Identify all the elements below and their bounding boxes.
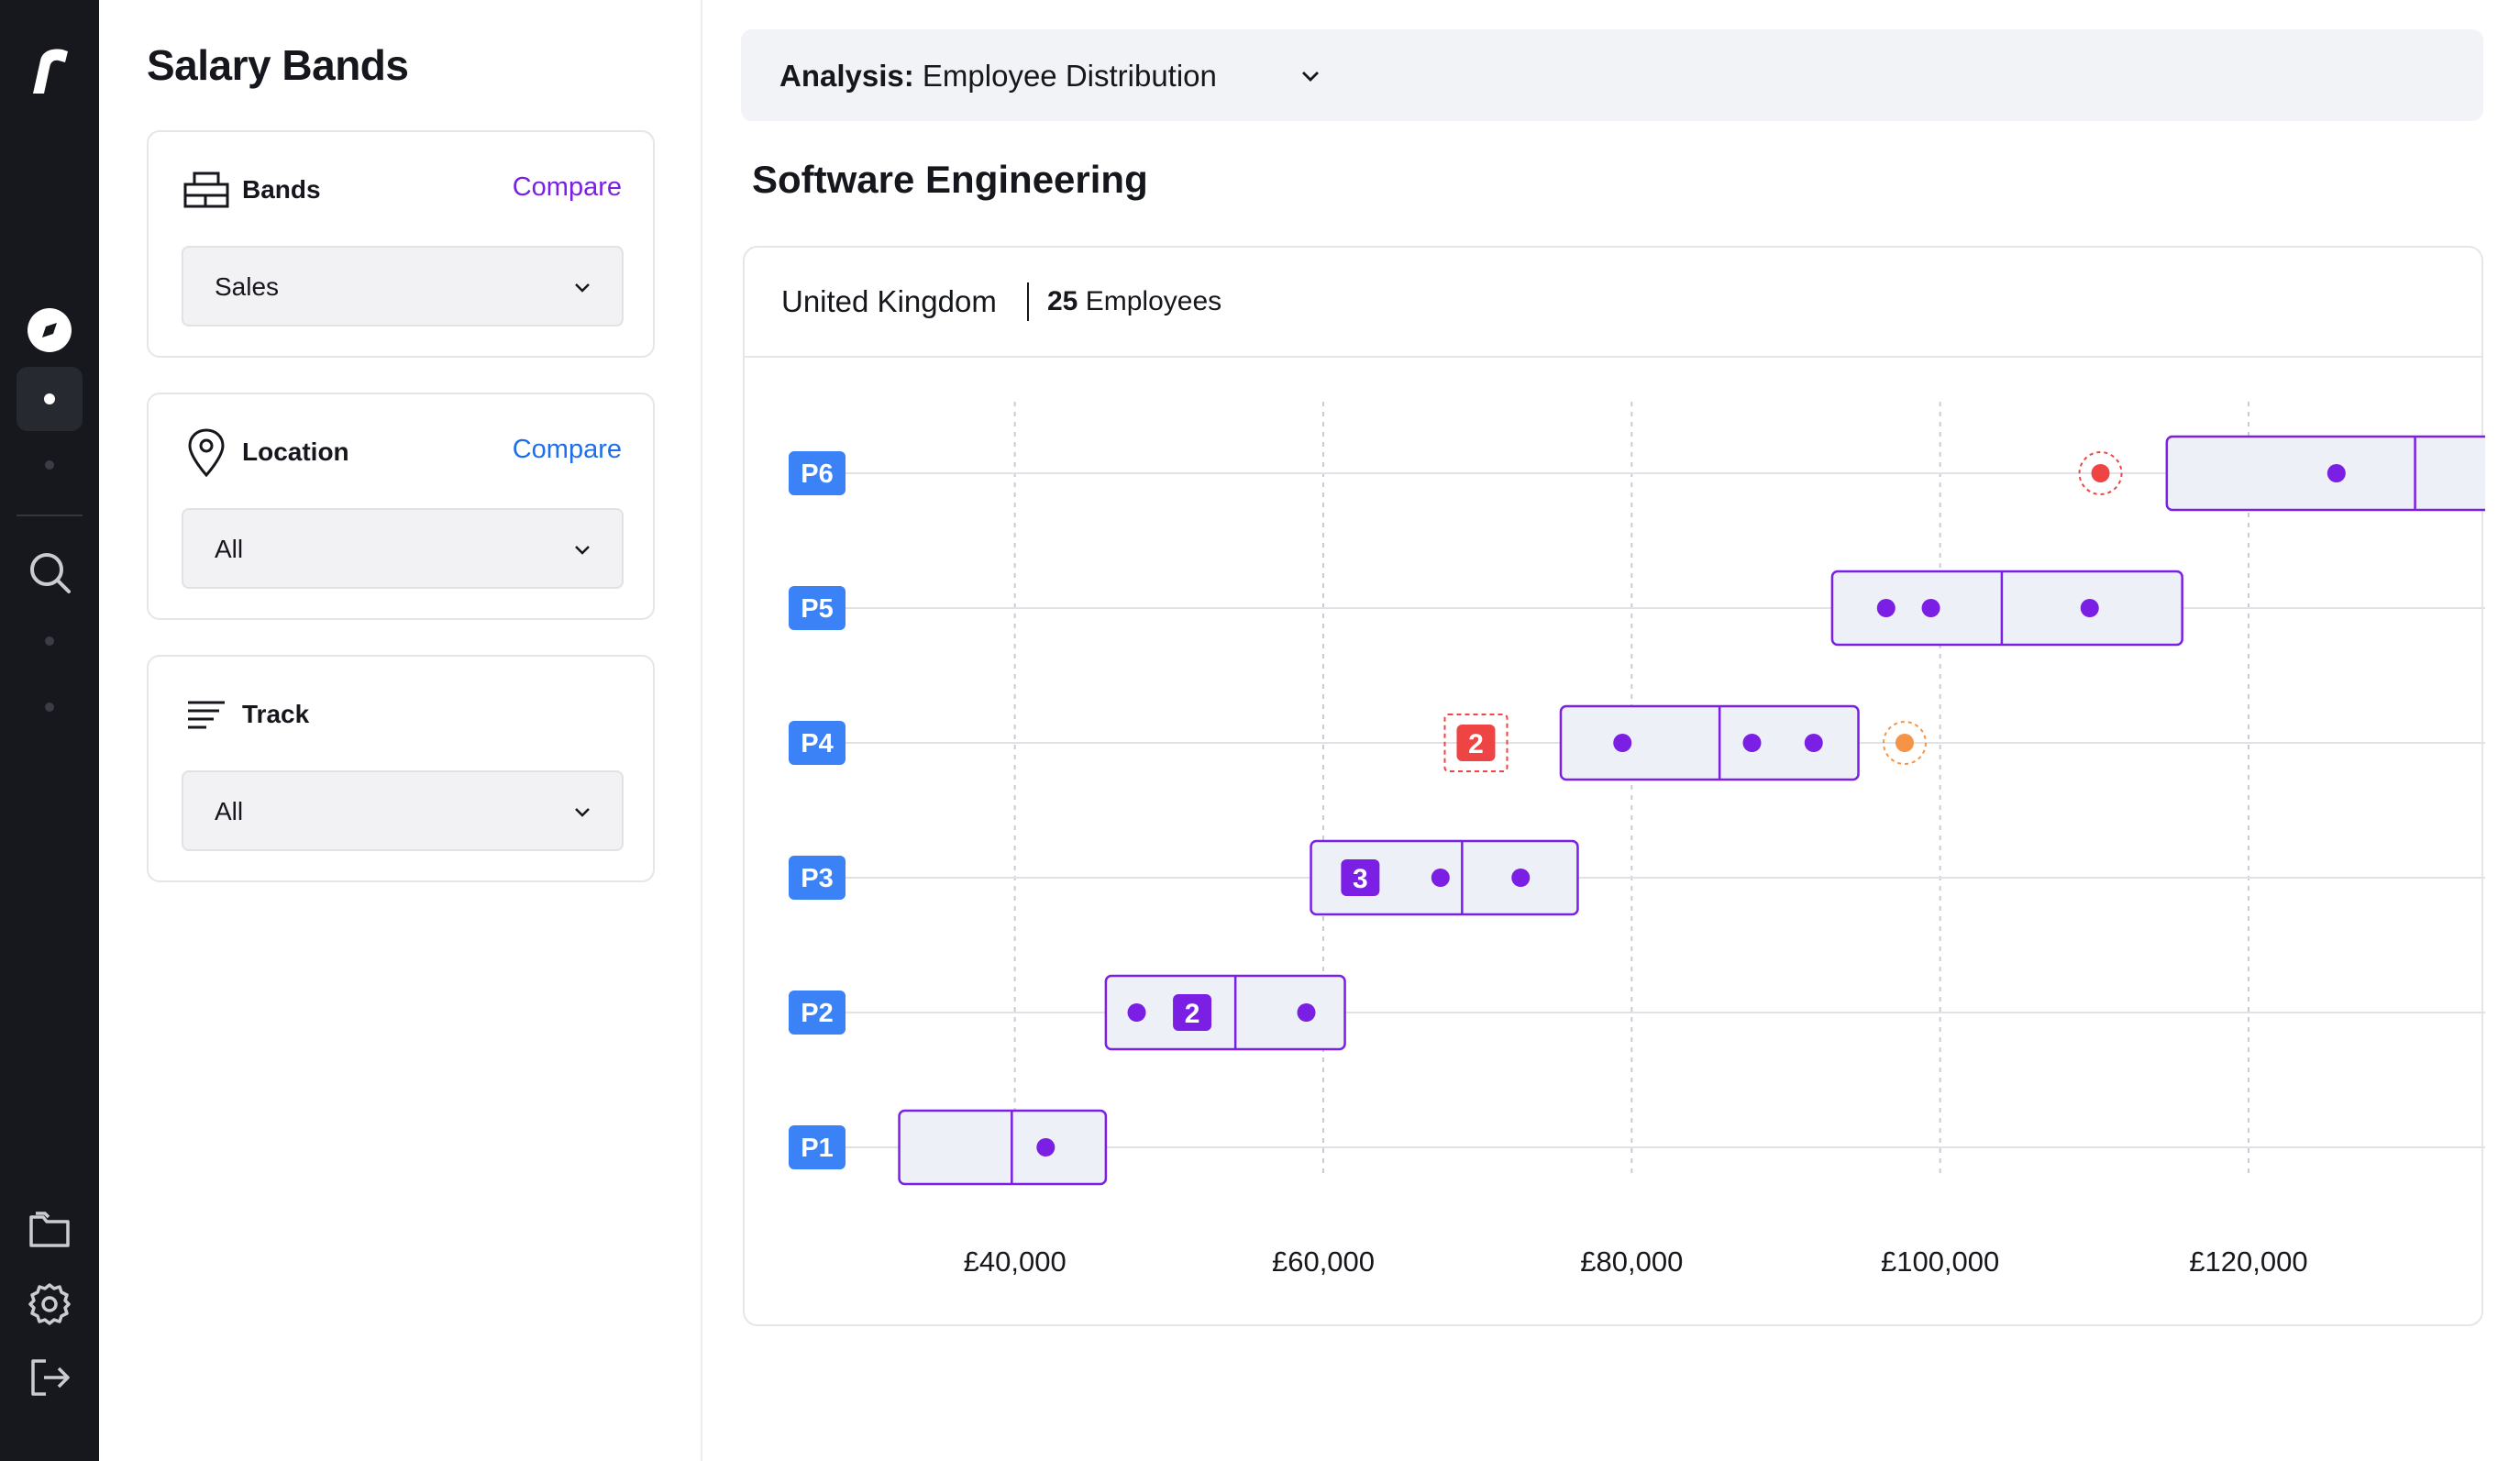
x-tick-label: £40,000	[964, 1245, 1067, 1278]
chevron-down-icon	[575, 283, 590, 293]
employee-dot	[1036, 1138, 1056, 1157]
location-filter-label: Location	[242, 437, 349, 466]
rail-divider	[17, 515, 83, 516]
count-badge[interactable]: 2	[1443, 714, 1509, 772]
analysis-dropdown[interactable]: Analysis: Employee Distribution	[741, 29, 2483, 121]
dot-icon[interactable]	[45, 703, 54, 712]
band-box	[1104, 974, 1346, 1051]
location-select-value: All	[215, 535, 244, 563]
chevron-down-icon	[575, 808, 590, 817]
employee-dot	[1127, 1003, 1146, 1022]
employee-dot	[1431, 869, 1450, 887]
folder-icon[interactable]	[22, 1201, 77, 1256]
map-pin-icon	[183, 428, 229, 477]
analysis-value: Employee Distribution	[922, 59, 1217, 93]
band-label-badge	[789, 721, 846, 765]
section-title: Software Engineering	[752, 158, 1148, 201]
count-badge-label: 2	[1185, 999, 1200, 1029]
page-title: Salary Bands	[147, 41, 409, 89]
bands-select[interactable]: Sales	[182, 246, 624, 327]
band-box	[1830, 570, 2183, 647]
band-label: P3	[801, 864, 833, 893]
employee-dot	[2080, 599, 2099, 617]
count-badge[interactable]: 3	[1341, 859, 1380, 896]
outlier-dot	[1895, 734, 1914, 752]
count-badge-label: 2	[1468, 729, 1484, 759]
chart-summary-bar: United Kingdom 25 Employees	[745, 248, 2481, 358]
band-label: P2	[801, 999, 833, 1028]
band-label-badge	[789, 586, 846, 630]
band-label-badge	[789, 451, 846, 495]
r-logo-icon[interactable]	[26, 44, 73, 95]
band-label: P4	[801, 729, 833, 758]
logout-icon[interactable]	[22, 1350, 77, 1405]
gear-icon[interactable]	[22, 1277, 77, 1332]
lines-icon	[183, 692, 229, 737]
track-filter-label: Track	[242, 700, 310, 728]
sidebar-rail	[0, 0, 99, 1461]
x-tick-label: £100,000	[1881, 1245, 1999, 1278]
analysis-label: Analysis:	[779, 59, 914, 93]
bands-filter-label: Bands	[242, 175, 321, 204]
track-select[interactable]: All	[182, 770, 624, 851]
x-tick-label: £80,000	[1580, 1245, 1683, 1278]
bands-compare-link[interactable]: Compare	[512, 172, 622, 202]
x-tick-label: £60,000	[1272, 1245, 1375, 1278]
employee-dot	[1742, 734, 1762, 752]
filter-panel: Salary Bands Bands Compare Sales Locatio…	[99, 0, 702, 1461]
bands-select-value: Sales	[215, 272, 280, 301]
employee-dot	[1804, 734, 1823, 752]
dot-icon	[44, 393, 55, 404]
bands-filter-card: Bands Compare Sales	[147, 130, 655, 358]
band-label-badge	[789, 991, 846, 1035]
band-label-badge	[789, 1125, 846, 1169]
outlier-ring	[1882, 721, 1927, 765]
band-label: P5	[801, 594, 833, 624]
dot-icon[interactable]	[45, 636, 54, 646]
employee-count-label: Employees	[1085, 286, 1222, 316]
dot-icon[interactable]	[45, 460, 54, 470]
employee-dot	[1297, 1003, 1316, 1022]
band-label: P1	[801, 1134, 833, 1163]
location-filter-card: Location Compare All	[147, 393, 655, 620]
bands-icon	[183, 167, 229, 213]
salary-band-chart-card: United Kingdom 25 Employees £40,000 £60,0…	[743, 246, 2485, 1326]
summary-divider	[1027, 282, 1029, 321]
location-compare-link[interactable]: Compare	[512, 435, 622, 464]
employee-dot	[2327, 464, 2346, 482]
employee-dot	[1921, 599, 1940, 617]
country-label: United Kingdom	[781, 284, 997, 318]
count-badge[interactable]: 2	[1173, 994, 1212, 1031]
track-filter-card: Track All	[147, 655, 655, 882]
x-tick-label: £120,000	[2189, 1245, 2307, 1278]
band-box	[1559, 704, 1860, 781]
band-label: P6	[801, 459, 833, 489]
outlier-ring	[2078, 451, 2123, 495]
band-label-badge	[789, 856, 846, 900]
employee-dot	[1511, 869, 1531, 887]
employee-count: 25 Employees	[1047, 286, 1221, 317]
count-badge-label: 3	[1353, 864, 1368, 894]
outlier-dot	[2091, 464, 2110, 482]
compass-icon[interactable]	[22, 303, 77, 358]
employee-count-value: 25	[1047, 286, 1078, 316]
location-select[interactable]: All	[182, 508, 624, 589]
employee-dot	[1876, 599, 1896, 617]
search-icon[interactable]	[22, 545, 77, 600]
chevron-down-icon	[1302, 72, 1319, 82]
band-box	[898, 1109, 1108, 1186]
salary-band-chart: £40,000£60,000£80,000£100,000£120,000£14…	[789, 402, 2485, 1278]
track-select-value: All	[215, 797, 244, 825]
band-box	[2165, 435, 2485, 512]
chevron-down-icon	[575, 546, 590, 555]
employee-dot	[1613, 734, 1632, 752]
